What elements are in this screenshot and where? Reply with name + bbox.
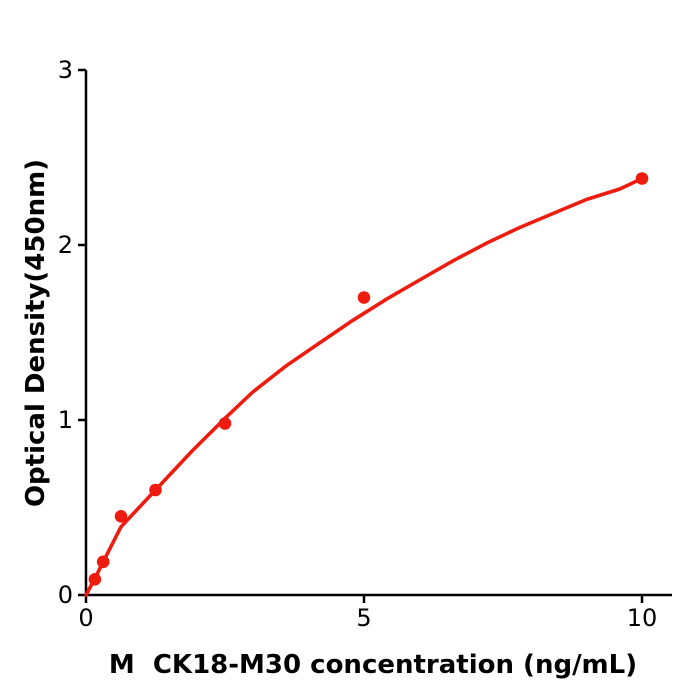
data-point	[88, 573, 102, 586]
fit-curve-line	[84, 176, 644, 597]
y-tick-label: 0	[58, 581, 73, 609]
data-point	[149, 483, 162, 497]
y-tick-label: 2	[58, 231, 73, 259]
data-point-layer	[88, 172, 649, 586]
x-axis-title: M CK18-M30 concentration (ng/mL)	[109, 650, 637, 680]
y-tick-label: 3	[58, 56, 73, 84]
axes-spines	[84, 70, 672, 597]
axis-tick-labels: 0 5 10 0 1 2 3	[58, 56, 658, 632]
data-point	[96, 555, 110, 569]
y-tick-label: 1	[58, 406, 73, 434]
y-axis-title: Optical Density(450nm)	[21, 159, 51, 507]
fit-curve-layer	[84, 176, 644, 597]
axis-ticks	[78, 68, 644, 603]
x-tick-label: 10	[627, 604, 658, 632]
x-tick-label: 5	[356, 604, 371, 632]
x-tick-label: 0	[78, 604, 93, 632]
data-point	[114, 510, 128, 523]
data-point	[635, 172, 649, 185]
data-point	[357, 291, 371, 304]
data-point	[218, 417, 232, 430]
